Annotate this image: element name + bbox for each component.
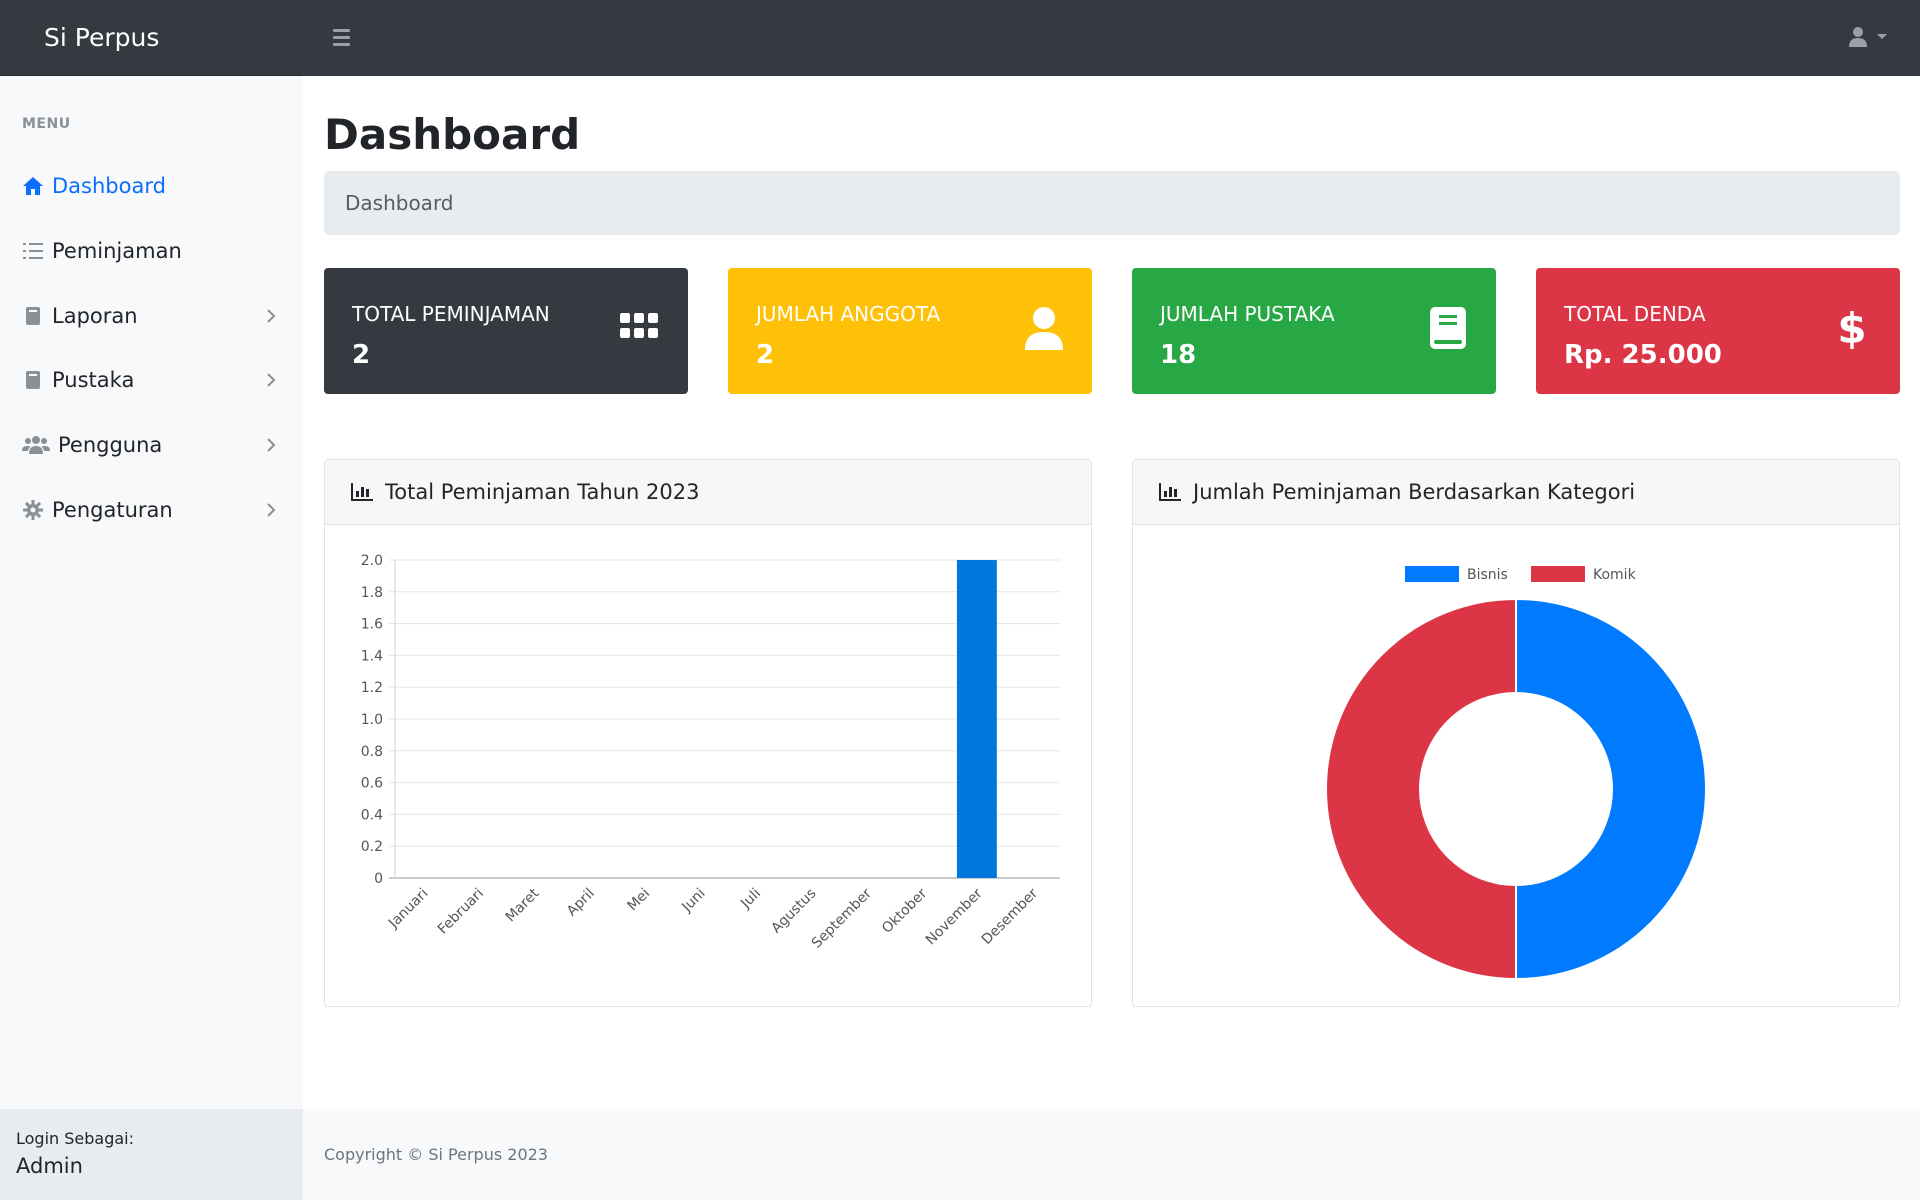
legend-swatch [1405,566,1459,582]
bar-chart: 0 0.2 0.4 0.6 0.8 1.0 1.2 1.4 1.6 1.8 2.0 Januari Fe… [361,553,1060,952]
sidebar-item-pustaka[interactable]: Pustaka [0,355,303,405]
x-tick-label: November [923,885,986,948]
sidebar-item-laporan[interactable]: Laporan [0,291,303,341]
login-as-label: Login Sebagai: [16,1129,135,1148]
breadcrumb-item[interactable]: Dashboard [345,191,454,215]
card-label: JUMLAH ANGGOTA [756,302,941,326]
user-icon [1849,27,1867,47]
chart-bar-icon [1159,480,1183,504]
panel-title: Jumlah Peminjaman Berdasarkan Kategori [1193,480,1636,504]
x-tick-label: Agustus [768,886,819,937]
svg-text:$: $ [1838,305,1866,351]
y-tick-label: 1.0 [361,712,383,728]
y-tick-label: 1.2 [361,680,383,696]
panel-header: Jumlah Peminjaman Berdasarkan Kategori [1133,460,1899,525]
book-icon [22,305,44,327]
y-tick-label: 1.4 [361,648,383,664]
copyright-text: Copyright © Si Perpus 2023 [324,1145,548,1164]
breadcrumb: Dashboard [324,171,1900,235]
sidebar-item-label: Laporan [52,304,138,328]
sidebar-footer: Login Sebagai: Admin [0,1109,303,1200]
home-icon [22,175,44,197]
sidebar-item-label: Dashboard [52,174,166,198]
sidebar-item-pengaturan[interactable]: Pengaturan [0,485,303,535]
sidebar-item-label: Pengguna [58,433,163,457]
book-icon [1426,306,1470,350]
sidebar-item-dashboard[interactable]: Dashboard [0,161,303,211]
sidebar-toggle-button[interactable] [333,24,359,50]
dollar-icon: $ [1830,305,1874,351]
x-tick-label: September [809,885,875,951]
chevron-right-icon [267,309,276,323]
x-tick-label: Januari [385,886,431,932]
y-tick-label: 0 [374,871,383,887]
card-jumlah-pustaka[interactable]: JUMLAH PUSTAKA 18 [1132,268,1496,394]
sidebar: MENU Dashboard Peminjaman Laporan Pustak… [0,76,303,1200]
x-tick-label: Juni [678,886,708,916]
legend-label: Bisnis [1467,567,1508,583]
panel-header: Total Peminjaman Tahun 2023 [325,460,1091,525]
card-value: 2 [352,340,371,370]
list-icon [22,240,44,262]
sidebar-item-label: Peminjaman [52,239,182,263]
panel-title: Total Peminjaman Tahun 2023 [385,480,700,504]
bar-chart-panel: Total Peminjaman Tahun 2023 0 0.2 0.4 0.6 0.… [324,459,1092,1007]
card-jumlah-anggota[interactable]: JUMLAH ANGGOTA 2 [728,268,1092,394]
sidebar-item-label: Pengaturan [52,498,173,522]
y-tick-label: 0.2 [361,839,383,855]
hamburger-line [333,28,350,32]
y-tick-label: 1.6 [361,617,383,633]
x-tick-label: Mei [624,886,653,915]
card-label: TOTAL PEMINJAMAN [352,302,550,326]
hamburger-line [333,42,350,46]
grid-icon [618,306,662,350]
chevron-right-icon [267,503,276,517]
x-tick-label: Februari [435,886,487,938]
pie-chart-panel: Jumlah Peminjaman Berdasarkan Kategori B… [1132,459,1900,1007]
sidebar-item-peminjaman[interactable]: Peminjaman [0,226,303,276]
card-value: 18 [1160,340,1197,370]
y-tick-label: 0.4 [361,807,383,823]
user-menu-button[interactable] [1848,26,1888,48]
card-total-denda[interactable]: TOTAL DENDA Rp. 25.000 $ [1536,268,1900,394]
slice-komik [1325,597,1517,981]
card-value: Rp. 25.000 [1564,340,1722,370]
slice-bisnis [1515,597,1707,981]
y-tick-label: 1.8 [361,585,383,601]
x-tick-label: Maret [503,885,543,925]
main-content: Dashboard Dashboard TOTAL PEMINJAMAN 2 J… [303,76,1920,1200]
gear-icon [22,499,44,521]
x-tick-label: Oktober [879,885,930,936]
sidebar-item-pengguna[interactable]: Pengguna [0,420,303,470]
x-tick-label: April [564,886,598,920]
card-value: 2 [756,340,775,370]
page-footer: Copyright © Si Perpus 2023 [303,1109,1920,1200]
menu-heading: MENU [22,116,71,132]
sidebar-item-label: Pustaka [52,368,135,392]
users-icon [22,434,50,456]
y-tick-label: 0.8 [361,744,383,760]
y-tick-label: 2.0 [361,553,383,569]
doughnut-chart: Bisnis Komik [1325,566,1707,981]
card-label: JUMLAH PUSTAKA [1160,302,1335,326]
book-icon [22,369,44,391]
page-title: Dashboard [324,110,581,159]
chevron-right-icon [267,438,276,452]
top-navbar: Si Perpus [0,0,1920,76]
legend-label: Komik [1593,567,1637,583]
card-total-peminjaman[interactable]: TOTAL PEMINJAMAN 2 [324,268,688,394]
x-tick-label: Desember [979,885,1042,948]
hamburger-line [333,35,350,39]
bar-november [956,560,997,878]
x-tick-label: Juli [737,886,764,913]
chart-bar-icon [351,480,375,504]
user-icon [1022,306,1066,350]
legend-swatch [1531,566,1585,582]
brand-title[interactable]: Si Perpus [0,0,303,76]
y-tick-label: 0.6 [361,776,383,792]
caret-down-icon [1877,34,1887,39]
logged-in-user: Admin [16,1154,83,1178]
card-label: TOTAL DENDA [1564,302,1706,326]
chevron-right-icon [267,373,276,387]
